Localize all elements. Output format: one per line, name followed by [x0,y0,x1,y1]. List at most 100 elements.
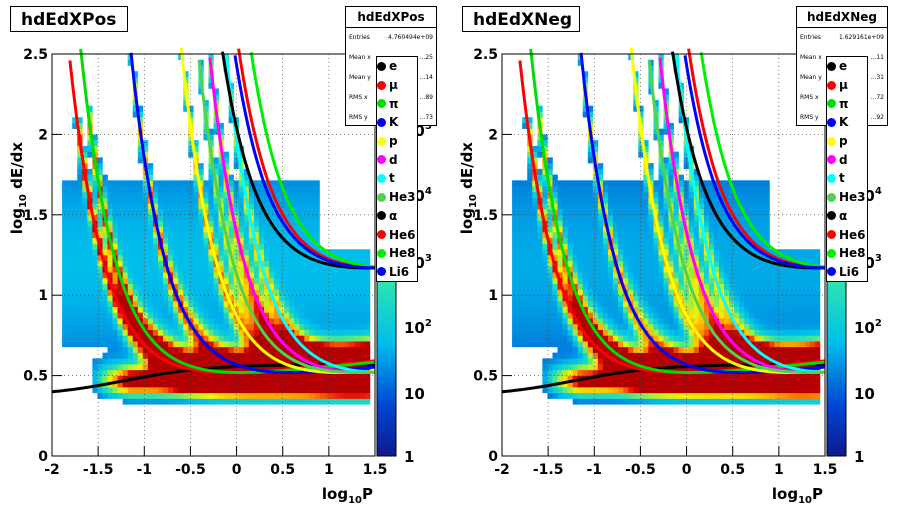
heatmap-cell [214,226,219,232]
heatmap-cell [618,203,623,209]
heatmap-cell [805,278,810,284]
heatmap-cell [309,180,314,186]
heatmap-cell [573,353,578,359]
heatmap-cell [113,215,118,221]
heatmap-cell [193,203,198,209]
heatmap-cell [340,335,345,341]
heatmap-cell [158,364,163,370]
heatmap-cell [522,312,527,318]
heatmap-cell [714,261,719,267]
color-bar-step [827,293,846,298]
heatmap-cell [764,289,769,295]
heatmap-cell [588,399,593,405]
heatmap-cell [573,255,578,261]
heatmap-cell [633,272,638,278]
heatmap-cell [810,387,815,393]
heatmap-cell [249,295,254,301]
heatmap-cell [67,209,72,215]
heatmap-cell [664,203,669,209]
color-bar-step [827,442,846,447]
heatmap-cell [143,226,148,232]
heatmap-cell [588,198,593,204]
heatmap-cell [229,324,234,330]
heatmap-cell [239,347,244,353]
heatmap-cell [563,364,568,370]
heatmap-cell [113,307,118,313]
heatmap-cell [224,301,229,307]
heatmap-cell [558,312,563,318]
heatmap-cell [143,238,148,244]
y-axis-label: log10 dE/dx [8,142,29,235]
heatmap-cell [754,301,759,307]
heatmap-cell [173,393,178,399]
heatmap-cell [790,284,795,290]
heatmap-cell [168,209,173,215]
heatmap-cell [173,226,178,232]
heatmap-cell [658,266,663,272]
heatmap-cell [709,289,714,295]
heatmap-cell [82,261,87,267]
heatmap-cell [269,261,274,267]
heatmap-cell [173,312,178,318]
heatmap-cell [208,335,213,341]
heatmap-cell [613,186,618,192]
heatmap-cell [335,347,340,353]
heatmap-cell [259,215,264,221]
heatmap-cell [350,381,355,387]
heatmap-cell [583,203,588,209]
heatmap-cell [739,318,744,324]
heatmap-cell [330,307,335,313]
heatmap-cell [674,307,679,313]
heatmap-cell [82,272,87,278]
heatmap-cell [623,266,628,272]
heatmap-cell [517,192,522,198]
heatmap-cell [87,335,92,341]
heatmap-cell [785,272,790,278]
heatmap-cell [588,301,593,307]
heatmap-cell [633,278,638,284]
heatmap-cell [92,261,97,267]
heatmap-cell [314,301,319,307]
heatmap-cell [82,198,87,204]
heatmap-cell [254,209,259,215]
y-tick-label: 0.5 [473,369,498,385]
heatmap-cell [648,376,653,382]
heatmap-cell [739,272,744,278]
heatmap-cell [724,249,729,255]
heatmap-cell [709,238,714,244]
heatmap-cell [805,272,810,278]
heatmap-cell [734,180,739,186]
heatmap-cell [299,215,304,221]
heatmap-cell [123,324,128,330]
heatmap-cell [638,209,643,215]
heatmap-cell [815,284,820,290]
heatmap-cell [183,324,188,330]
heatmap-cell [224,335,229,341]
heatmap-cell [517,301,522,307]
heatmap-cell [198,301,203,307]
heatmap-cell [628,353,633,359]
heatmap-cell [229,341,234,347]
heatmap-cell [299,295,304,301]
heatmap-cell [810,393,815,399]
heatmap-cell [108,376,113,382]
heatmap-cell [563,203,568,209]
heatmap-cell [163,335,168,341]
heatmap-cell [527,198,532,204]
heatmap-cell [108,203,113,209]
heatmap-cell [234,393,239,399]
heatmap-cell [512,180,517,186]
heatmap-cell [759,289,764,295]
heatmap-cell [77,232,82,238]
heatmap-cell [138,186,143,192]
heatmap-cell [113,318,118,324]
heatmap-cell [759,198,764,204]
heatmap-cell [203,266,208,272]
heatmap-cell [299,307,304,313]
heatmap-cell [775,312,780,318]
heatmap-cell [613,209,618,215]
heatmap-cell [522,232,527,238]
heatmap-cell [638,278,643,284]
heatmap-cell [77,180,82,186]
heatmap-cell [188,192,193,198]
